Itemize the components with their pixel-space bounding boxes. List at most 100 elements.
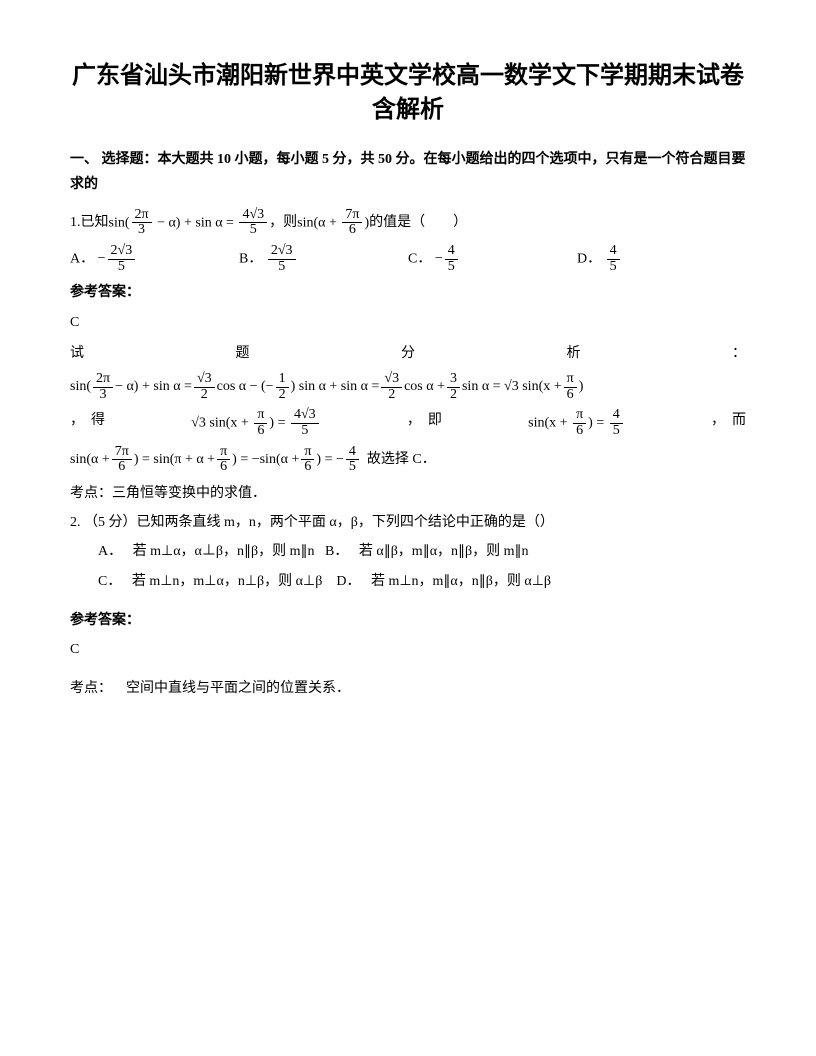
t: 析	[567, 341, 581, 366]
q1-work-line1: sin(2π3 − α) + sin α = √32 cos α − (−12)…	[70, 372, 746, 402]
n: 4√3	[291, 408, 319, 424]
q2-stem: 2. （5 分）已知两条直线 m，n，两个平面 α，β，下列四个结论中正确的是（…	[70, 510, 746, 535]
n: 4√3	[239, 208, 267, 224]
n: π	[254, 408, 267, 424]
opt-d: D． 若 m⊥n，m∥α，n∥β，则 α⊥β	[336, 574, 551, 589]
lbl: D．	[577, 251, 601, 266]
d: 5	[268, 260, 296, 275]
lbl: A．	[70, 251, 94, 266]
t: 分	[401, 341, 415, 366]
q1-eq1: sin(2π3 − α) + sin α = 4√35	[109, 208, 270, 238]
q2-ans-label: 参考答案：	[70, 608, 746, 633]
d: 6	[254, 424, 267, 439]
q2-num: 2.	[70, 515, 81, 530]
q1-ans: C	[70, 310, 746, 335]
t: ) = −	[316, 447, 343, 472]
q1-eq2: sin(α + 7π6)	[297, 208, 369, 238]
d: 2	[276, 388, 289, 403]
t: √3 sin(x +	[191, 416, 252, 431]
t: )	[579, 374, 584, 399]
q1-stem: 1. 已知 sin(2π3 − α) + sin α = 4√35 ，则 sin…	[70, 208, 746, 238]
n: 4	[610, 408, 623, 424]
d: 6	[573, 424, 586, 439]
q1-post: 的值是（ ）	[369, 210, 467, 235]
t: cos α +	[404, 374, 445, 399]
n: 2√3	[268, 244, 296, 260]
eq: √3 sin(x + π6) = 4√35	[191, 408, 320, 438]
q1-kaodian: 考点：三角恒等变换中的求值．	[70, 481, 746, 506]
page-title: 广东省汕头市潮阳新世界中英文学校高一数学文下学期期末试卷含解析	[70, 60, 746, 127]
val: −45	[435, 251, 460, 266]
txt: sin(α +	[297, 215, 340, 230]
n: 7π	[342, 208, 362, 224]
t: ， 即	[407, 408, 442, 438]
opt-b: B． 若 α∥β，m∥α，n∥β，则 m∥n	[325, 544, 529, 559]
q1-analysis-head: 试 题 分 析 ：	[70, 341, 746, 366]
d: 6	[217, 460, 230, 475]
n: √3	[194, 372, 215, 388]
q1-ans-label: 参考答案：	[70, 280, 746, 305]
q2-text: （5 分）已知两条直线 m，n，两个平面 α，β，下列四个结论中正确的是（）	[84, 515, 554, 530]
t: ) = −sin(α +	[232, 447, 299, 472]
t: ：	[732, 341, 746, 366]
t: ) =	[588, 416, 608, 431]
n: 2π	[93, 372, 113, 388]
d: 2	[194, 388, 215, 403]
n: 4	[346, 445, 359, 461]
t: ) =	[269, 416, 289, 431]
t: cos α − (−	[217, 374, 274, 399]
n: 4	[607, 244, 620, 260]
t: sin α = √3 sin(x +	[462, 374, 562, 399]
t: 试	[70, 341, 84, 366]
q1-pre: 已知	[81, 210, 109, 235]
n: 2π	[132, 208, 152, 224]
s: −	[435, 251, 443, 266]
opt-a: A． −2√35	[70, 244, 239, 274]
n: 4	[445, 244, 458, 260]
n: 2√3	[108, 244, 136, 260]
opt-c: C． −45	[408, 244, 577, 274]
d: 3	[93, 388, 113, 403]
d: 5	[108, 260, 136, 275]
d: 6	[342, 223, 362, 238]
t: sin(x +	[528, 416, 571, 431]
n: 3	[447, 372, 460, 388]
d: 5	[607, 260, 620, 275]
d: 6	[564, 388, 577, 403]
val: −2√35	[98, 251, 138, 266]
opt-b: B． 2√35	[239, 244, 408, 274]
d: 6	[301, 460, 314, 475]
t: 题	[236, 341, 250, 366]
opt-a: A． 若 m⊥α，α⊥β，n∥β，则 m∥n	[98, 544, 315, 559]
val: 45	[605, 251, 622, 266]
d: 2	[447, 388, 460, 403]
t: 故选择 C．	[367, 447, 436, 472]
n: π	[301, 445, 314, 461]
t: sin(	[70, 374, 91, 399]
q2-kaodian: 考点： 空间中直线与平面之间的位置关系．	[70, 676, 746, 701]
t: ) = sin(π + α +	[134, 447, 215, 472]
d: 5	[239, 223, 267, 238]
s: −	[98, 251, 106, 266]
n: √3	[381, 372, 402, 388]
n: π	[573, 408, 586, 424]
t: ， 而	[711, 408, 746, 438]
q2-row-cd: C． 若 m⊥n，m⊥α，n⊥β，则 α⊥β D． 若 m⊥n，m∥α，n∥β，…	[70, 569, 746, 594]
opt-d: D． 45	[577, 244, 746, 274]
d: 2	[381, 388, 402, 403]
d: 5	[610, 424, 623, 439]
q1-mid: ，则	[269, 210, 297, 235]
q1-work-line3: sin(α + 7π6) = sin(π + α + π6) = −sin(α …	[70, 445, 746, 475]
opt-c: C． 若 m⊥n，m⊥α，n⊥β，则 α⊥β	[98, 574, 322, 589]
t: − α) + sin α =	[115, 374, 192, 399]
q1-work-line2: ， 得 √3 sin(x + π6) = 4√35 ， 即 sin(x + π6…	[70, 408, 746, 438]
q1-num: 1.	[70, 210, 81, 235]
lbl: B．	[239, 251, 262, 266]
eq: sin(x + π6) = 45	[528, 408, 625, 438]
d: 5	[291, 424, 319, 439]
q1-options: A． −2√35 B． 2√35 C． −45 D． 45	[70, 244, 746, 274]
section-1-head: 一、 选择题：本大题共 10 小题，每小题 5 分，共 50 分。在每小题给出的…	[70, 147, 746, 197]
txt: sin(	[109, 215, 130, 230]
d: 6	[112, 460, 132, 475]
d: 5	[445, 260, 458, 275]
